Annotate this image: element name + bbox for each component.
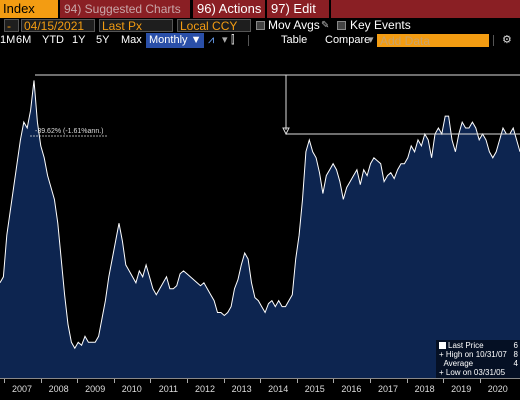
- x-axis-label: 2020: [487, 384, 508, 394]
- add-data-input[interactable]: Add Data: [377, 34, 489, 47]
- chevron-down-icon: ▼: [190, 34, 202, 46]
- mov-avgs-checkbox[interactable]: [256, 21, 265, 30]
- range-bar: 1M 6M YTD 1Y 5Y Max Monthly ▼ ⩘ ▾ ⫿ Tabl…: [0, 33, 520, 48]
- toolbar-filler: [331, 0, 520, 18]
- x-axis-tick: [260, 379, 262, 383]
- mov-avgs-pencil-icon[interactable]: ✎: [321, 20, 330, 31]
- legend-last-price: Last Price 6: [439, 341, 520, 350]
- x-axis-label: 2019: [451, 384, 472, 394]
- legend-low: + Low on 03/31/05: [439, 368, 506, 377]
- range-start-arrow[interactable]: -: [4, 19, 19, 32]
- x-axis-label: 2015: [304, 384, 325, 394]
- x-axis-label: 2008: [48, 384, 69, 394]
- x-axis: 2007 2008 2009 2010 2011 2012 2013 2014 2015 2016…: [0, 378, 520, 400]
- range-max[interactable]: Max: [121, 34, 142, 46]
- toolbar-separator: [248, 35, 249, 46]
- x-axis-label: 2012: [194, 384, 216, 394]
- index-tab[interactable]: Index: [0, 0, 58, 18]
- x-axis-label: 2013: [231, 384, 252, 394]
- suggested-charts-button[interactable]: 94) Suggested Charts: [60, 0, 190, 18]
- price-field-dropdown[interactable]: Last Px: [99, 19, 173, 32]
- key-events-checkbox[interactable]: [337, 21, 346, 30]
- range-5y[interactable]: 5Y: [96, 34, 110, 46]
- x-axis-tick: [40, 379, 42, 383]
- legend-average: Average 4: [443, 359, 518, 368]
- key-events-label: Key Events: [350, 18, 411, 32]
- actions-menu-button[interactable]: 96) Actions: [193, 0, 265, 18]
- chart-settings-bar: - 04/15/2021 Last Px Local CCY Mov Avgs …: [0, 18, 520, 33]
- frequency-label: Monthly: [149, 34, 188, 46]
- x-axis-label: 2018: [414, 384, 435, 394]
- x-axis-label: 2007: [11, 384, 33, 394]
- measure-arrow-icon: [282, 127, 290, 136]
- x-axis-label: 2014: [268, 384, 289, 394]
- function-toolbar: Index 94) Suggested Charts 96) Actions 9…: [0, 0, 520, 18]
- range-ytd[interactable]: YTD: [42, 34, 64, 46]
- toolbar-separator: [493, 35, 494, 46]
- x-axis-tick: [296, 379, 298, 383]
- range-1m[interactable]: 1M: [0, 34, 16, 46]
- chart-type-chevron-icon[interactable]: ▾: [222, 34, 228, 46]
- x-axis-label: 2010: [121, 384, 142, 394]
- x-axis-tick: [223, 379, 225, 383]
- price-area-fill: [0, 80, 520, 378]
- x-axis-tick: [77, 379, 79, 383]
- x-axis-label: 2017: [377, 384, 399, 394]
- gear-icon[interactable]: ⚙: [502, 34, 512, 46]
- x-axis-tick: [479, 379, 481, 383]
- legend-swatch: [439, 342, 446, 349]
- x-axis-tick: [113, 379, 115, 383]
- x-axis-tick: [4, 379, 5, 383]
- change-annotation: -39.62% (-1.61%ann.): [35, 128, 104, 135]
- bar-chart-icon[interactable]: ⫿: [231, 34, 235, 46]
- legend-high: + High on 10/31/07 8: [439, 350, 518, 359]
- currency-dropdown[interactable]: Local CCY: [177, 19, 251, 32]
- x-axis-tick: [150, 379, 152, 383]
- mov-avgs-label: Mov Avgs: [268, 18, 320, 32]
- chart-legend: Last Price 6 + High on 10/31/07 8 Averag…: [436, 340, 520, 378]
- x-axis-tick: [333, 379, 335, 383]
- range-6m[interactable]: 6M: [16, 34, 32, 46]
- price-line: [0, 80, 520, 350]
- x-axis-label: 2009: [85, 384, 106, 394]
- price-area-chart[interactable]: [0, 48, 520, 378]
- edit-menu-button[interactable]: 97) Edit: [267, 0, 329, 18]
- x-axis-tick: [370, 379, 371, 383]
- table-button[interactable]: Table: [281, 34, 308, 46]
- x-axis-tick: [187, 379, 188, 383]
- compare-button[interactable]: Compare: [325, 34, 371, 46]
- x-axis-tick: [443, 379, 445, 383]
- x-axis-label: 2016: [341, 384, 362, 394]
- x-axis-label: 2011: [158, 384, 179, 394]
- range-1y[interactable]: 1Y: [72, 34, 86, 46]
- x-axis-tick: [406, 379, 408, 383]
- compare-chevron-icon[interactable]: ▾: [368, 34, 374, 46]
- date-field[interactable]: 04/15/2021: [21, 19, 95, 32]
- frequency-dropdown[interactable]: Monthly ▼: [146, 33, 205, 48]
- line-chart-icon[interactable]: ⩘: [208, 34, 215, 46]
